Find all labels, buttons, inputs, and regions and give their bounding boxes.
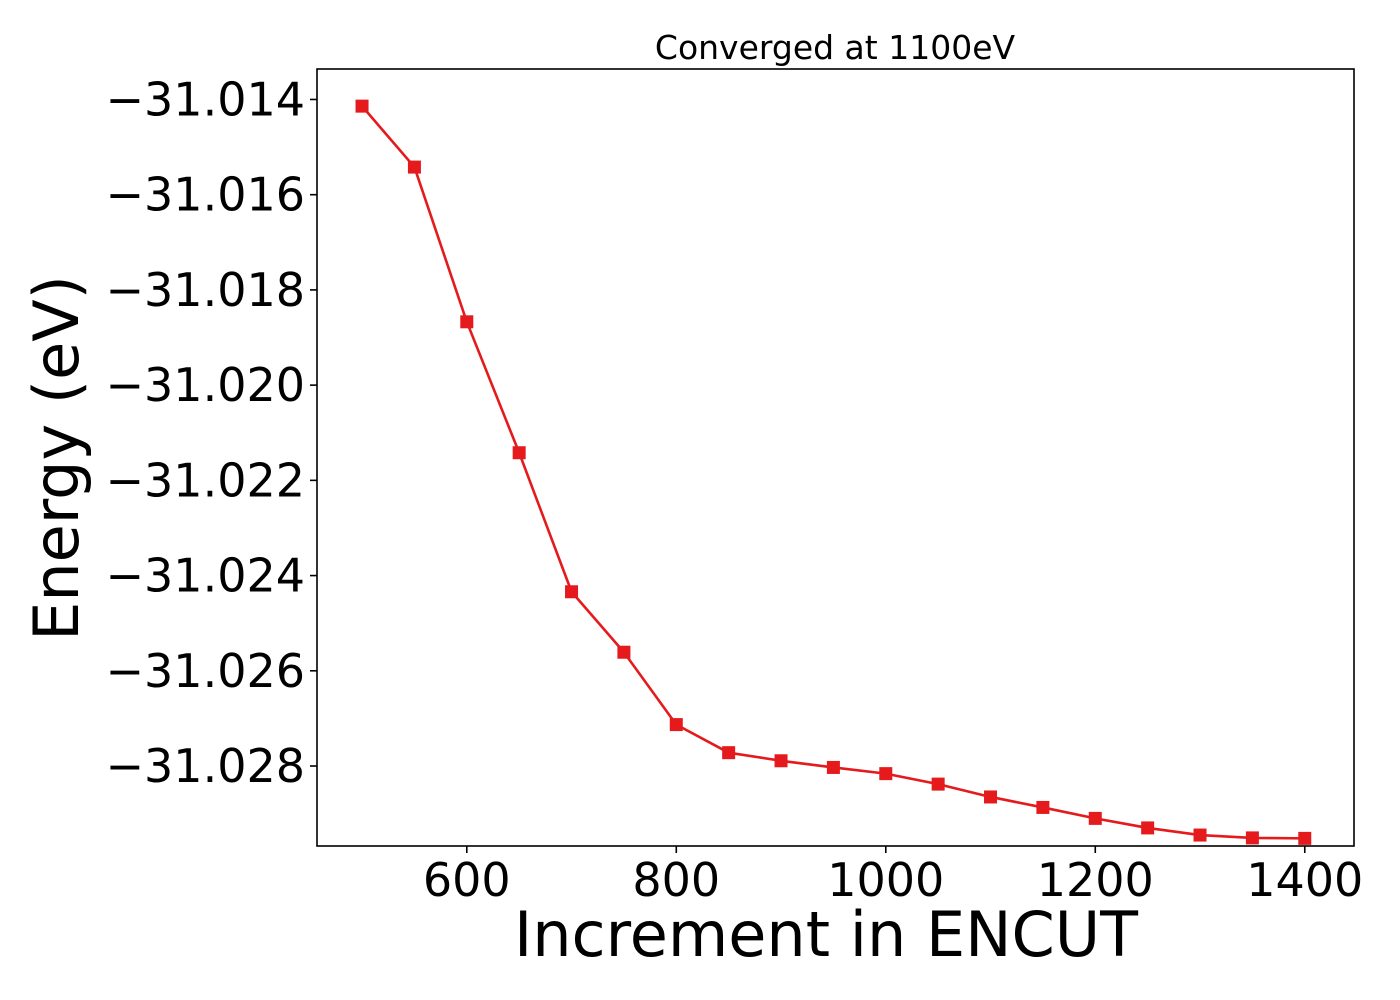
y-axis-label: Energy (eV) [20, 275, 93, 641]
y-tick-label: −31.014 [106, 72, 306, 126]
plot-frame [316, 68, 1355, 847]
y-axis-ticks: −31.014 −31.016 −31.018 −31.020 −31.022 −31.0… [106, 72, 317, 793]
series-layer [355, 99, 1312, 845]
data-point-marker [722, 746, 736, 760]
y-tick-label: −31.022 [106, 453, 306, 507]
data-point-marker [355, 99, 369, 113]
y-tick-label: −31.026 [106, 644, 306, 698]
data-point-marker [617, 645, 631, 659]
data-point-marker [1036, 800, 1050, 814]
data-point-marker [879, 767, 893, 781]
data-point-marker [774, 754, 788, 768]
y-tick-label: −31.018 [106, 263, 306, 317]
plot-area [316, 68, 1355, 847]
data-point-marker [826, 760, 840, 774]
x-tick-label: 1400 [1246, 853, 1363, 907]
y-tick-label: −31.020 [106, 358, 306, 412]
data-point-marker [512, 446, 526, 460]
x-tick-label: 1000 [827, 853, 944, 907]
data-point-marker [1298, 831, 1312, 845]
y-tick-label: −31.024 [106, 549, 306, 603]
data-point-marker [931, 777, 945, 791]
x-tick-label: 800 [632, 853, 720, 907]
x-tick-label: 1200 [1037, 853, 1154, 907]
data-point-marker [1193, 828, 1207, 842]
y-tick-label: −31.028 [106, 739, 306, 793]
x-tick-label: 600 [423, 853, 511, 907]
data-point-marker [565, 585, 579, 599]
data-point-marker [460, 315, 474, 329]
x-axis-ticks: 600 800 1000 1200 1400 [423, 846, 1363, 907]
data-point-marker [669, 718, 683, 732]
data-point-marker [984, 790, 998, 804]
data-point-marker [1245, 831, 1259, 845]
y-tick-label: −31.016 [106, 168, 306, 222]
data-point-marker [1088, 811, 1102, 825]
data-point-marker [407, 160, 421, 174]
data-point-marker [1141, 821, 1155, 835]
chart-title: Converged at 1100eV [655, 28, 1016, 67]
x-axis-label: Increment in ENCUT [514, 898, 1139, 971]
